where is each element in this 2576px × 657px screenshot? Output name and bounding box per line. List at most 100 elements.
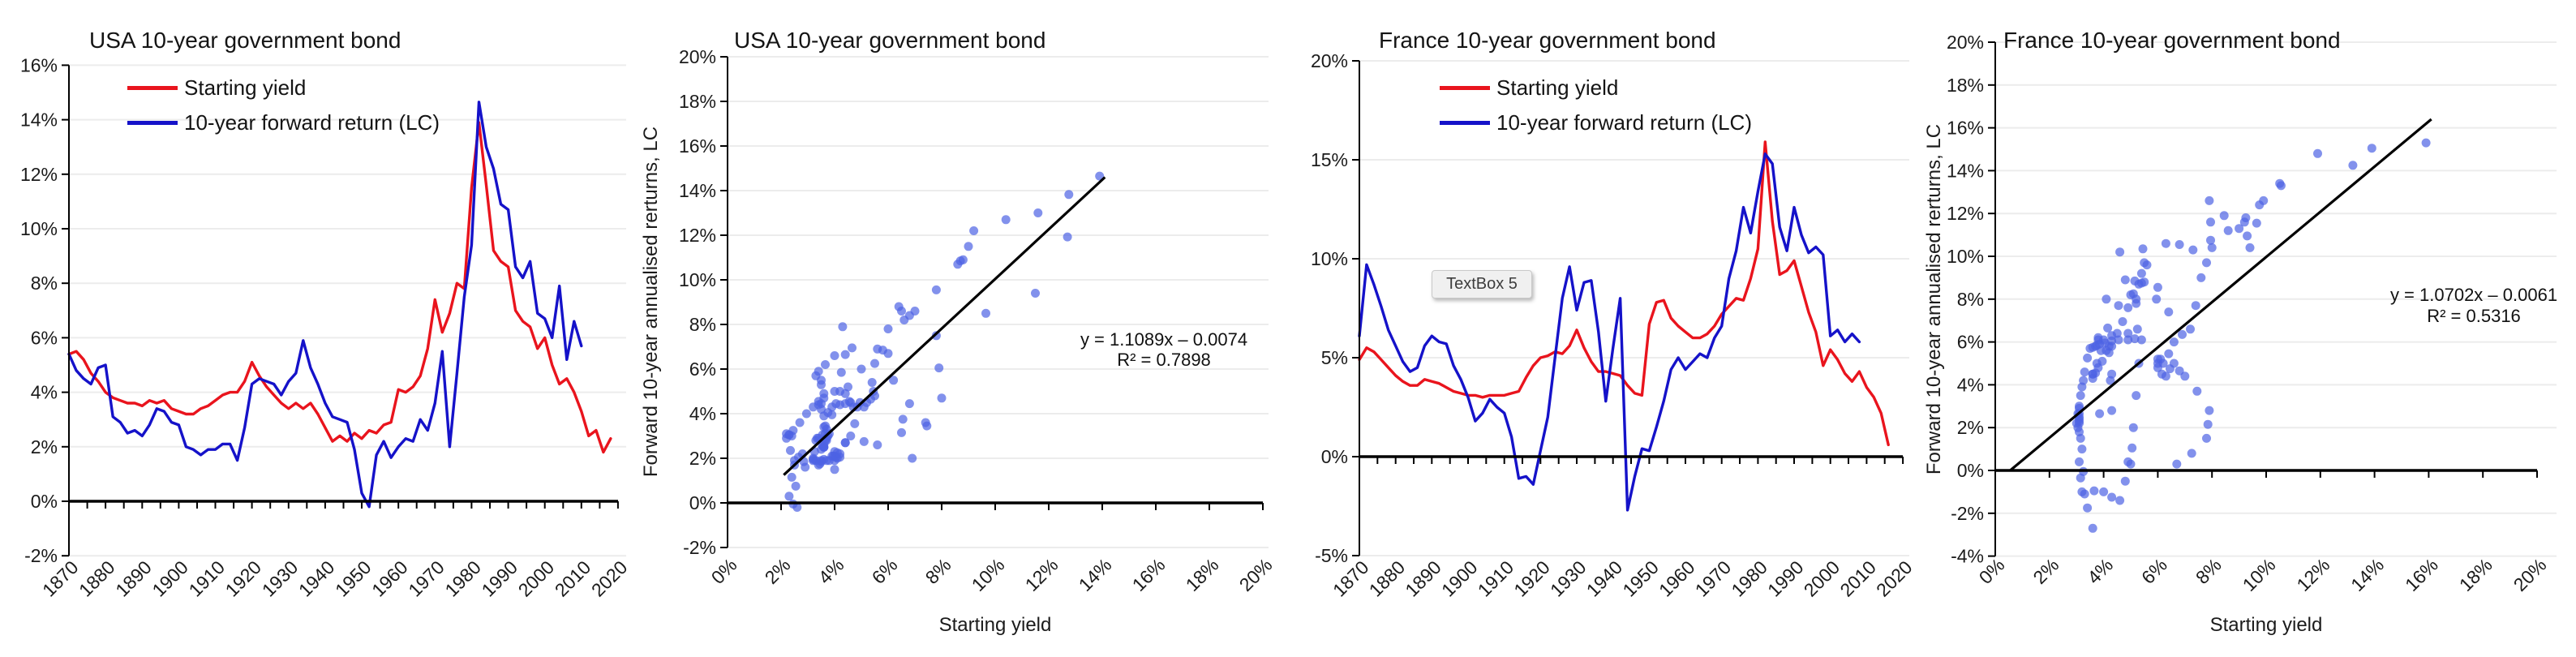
scatter-point <box>809 402 818 412</box>
x-tick-label: 1980 <box>440 556 485 601</box>
scatter-point <box>2165 364 2175 374</box>
scatter-point <box>2136 335 2146 345</box>
x-tick-label: 1910 <box>184 556 229 601</box>
scatter-point <box>2132 324 2142 334</box>
scatter-point <box>904 399 914 409</box>
scatter-point <box>2206 217 2215 227</box>
scatter-point <box>844 382 852 392</box>
scatter-point <box>2130 276 2140 286</box>
x-tick-label: 1970 <box>1691 556 1736 601</box>
scatter-point <box>964 242 973 251</box>
x-tick-label: 1990 <box>478 556 522 601</box>
x-tick-label: 1910 <box>1474 556 1518 601</box>
scatter-point <box>2132 391 2141 401</box>
y-tick-label: 2% <box>31 436 58 457</box>
y-tick-label: 2% <box>1957 417 1984 438</box>
scatter-point <box>2126 290 2136 299</box>
y-tick-label: 4% <box>31 382 58 403</box>
y-tick-label: -2% <box>1951 503 1984 524</box>
y-tick-label: 6% <box>1957 332 1984 353</box>
y-tick-label: 12% <box>679 225 716 246</box>
x-tick-label: 6% <box>2137 554 2171 588</box>
scatter-point <box>2115 496 2125 505</box>
scatter-point <box>873 440 882 449</box>
scatter-point <box>2367 144 2376 153</box>
x-tick-label: 2010 <box>551 556 595 601</box>
scatter-point <box>2188 245 2198 255</box>
chart1-title: USA 10-year government bond <box>89 28 401 53</box>
x-tick-label: 20% <box>2509 554 2551 595</box>
x-tick-label: 10% <box>968 554 1009 595</box>
y-tick-label: 6% <box>689 359 716 380</box>
scatter-point <box>931 331 941 341</box>
y-tick-label: 8% <box>689 314 716 335</box>
scatter-point <box>2187 449 2196 458</box>
scatter-point <box>2158 359 2168 368</box>
trend-line <box>783 176 1106 476</box>
chart2-title: USA 10-year government bond <box>734 28 1046 53</box>
scatter-point <box>908 453 917 463</box>
scatter-point <box>2164 307 2174 317</box>
y-tick-label: 12% <box>20 164 58 185</box>
x-tick-label: 4% <box>2083 554 2117 588</box>
scatter-point <box>2243 231 2252 241</box>
scatter-point <box>2130 334 2140 344</box>
scatter-point <box>2100 338 2110 348</box>
x-tick-label: 1960 <box>1655 556 1699 601</box>
scatter-point <box>830 387 839 396</box>
scatter-point <box>2102 294 2111 304</box>
y-tick-label: 0% <box>1957 460 1984 481</box>
scatter-point <box>835 449 845 458</box>
scatter-point <box>889 376 899 385</box>
scatter-point <box>850 419 860 428</box>
series-line-blue <box>67 101 583 509</box>
scatter-point <box>2075 419 2084 428</box>
scatter-point <box>1001 215 1011 225</box>
scatter-point <box>2127 443 2137 453</box>
legend-item: 10-year forward return (LC) <box>127 110 440 135</box>
chart4-x-axis-title: Starting yield <box>2209 614 2323 636</box>
scatter-point <box>1095 171 1105 181</box>
textbox-5[interactable]: TextBox 5 <box>1432 270 1532 298</box>
scatter-point <box>2276 181 2286 191</box>
legend-label: 10-year forward return (LC) <box>184 110 440 135</box>
legend-label: 10-year forward return (LC) <box>1496 110 1752 135</box>
y-tick-label: 16% <box>679 135 716 157</box>
x-tick-label: 1940 <box>1582 556 1627 601</box>
forward-return-swatch <box>127 120 178 125</box>
scatter-point <box>2077 487 2087 496</box>
scatter-point <box>830 465 839 474</box>
scatter-point <box>2076 433 2085 443</box>
y-tick-label: 4% <box>689 403 716 424</box>
scatter-point <box>2203 419 2213 429</box>
x-tick-label: 1900 <box>1437 556 1482 601</box>
chart1-legend: Starting yield 10-year forward return (L… <box>127 75 440 147</box>
scatter-point <box>2083 503 2093 513</box>
scatter-point <box>2207 243 2217 252</box>
scatter-point <box>840 438 850 448</box>
y-tick-label: 0% <box>31 491 58 512</box>
y-tick-label: -5% <box>1315 545 1348 566</box>
x-tick-label: 2% <box>761 554 795 588</box>
scatter-point <box>2161 238 2170 248</box>
x-tick-label: 1990 <box>1763 556 1808 601</box>
scatter-point <box>2120 476 2130 486</box>
scatter-point <box>2123 335 2133 345</box>
x-tick-label: 1890 <box>1401 556 1445 601</box>
scatter-point <box>2142 260 2152 270</box>
scatter-point <box>2120 275 2130 285</box>
x-tick-label: 12% <box>1021 554 1063 595</box>
y-tick-label: -4% <box>1951 546 1984 567</box>
scatter-point <box>819 442 829 452</box>
chart3-title: France 10-year government bond <box>1379 28 1716 53</box>
x-tick-label: 12% <box>2292 554 2333 595</box>
scatter-point <box>2103 323 2113 333</box>
scatter-point <box>883 324 893 333</box>
trend-line <box>2009 118 2432 472</box>
scatter-point <box>859 436 869 446</box>
scatter-point <box>2088 369 2097 379</box>
scatter-point <box>840 350 850 359</box>
x-tick-label: 1890 <box>111 556 156 601</box>
scatter-point <box>2140 277 2149 287</box>
